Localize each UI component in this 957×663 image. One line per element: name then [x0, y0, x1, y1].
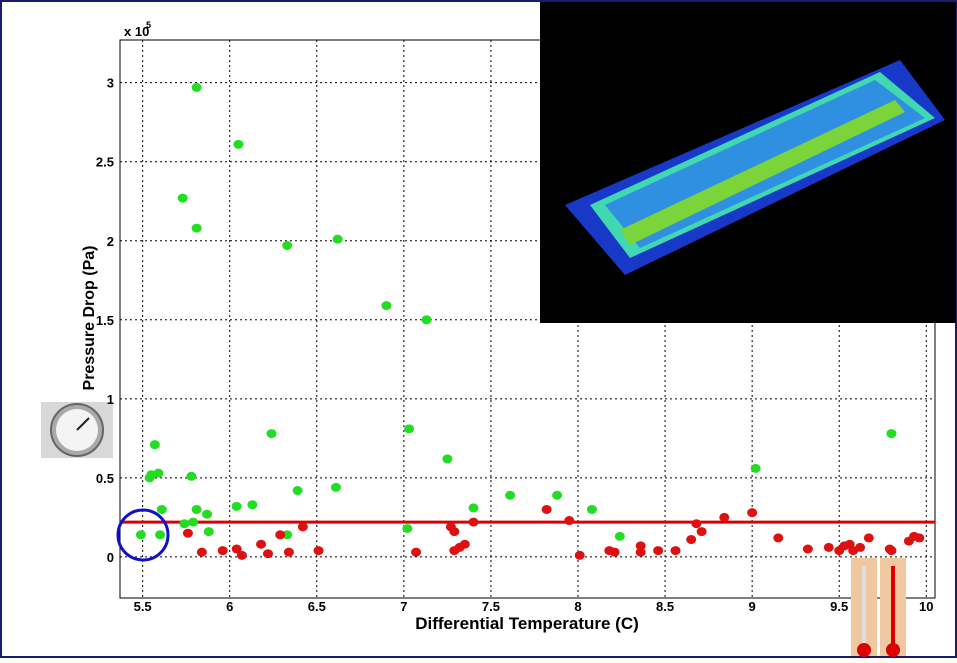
scatter-point	[691, 519, 702, 529]
scatter-point	[614, 531, 625, 541]
x-tick-label: 6.5	[308, 599, 326, 614]
scatter-point	[297, 522, 308, 532]
scatter-point	[586, 504, 597, 514]
scatter-point	[196, 547, 207, 557]
x-tick-label: 7	[400, 599, 407, 614]
scatter-point	[404, 424, 415, 434]
y-tick-label: 1.5	[96, 313, 114, 328]
scatter-point	[191, 82, 202, 92]
scatter-point	[442, 454, 453, 464]
x-tick-label: 8.5	[656, 599, 674, 614]
scatter-point	[156, 504, 167, 514]
scatter-point	[459, 539, 470, 549]
scatter-point	[823, 542, 834, 552]
scatter-point	[233, 139, 244, 149]
scatter-point	[231, 544, 242, 554]
y-tick-label: 2.5	[96, 155, 114, 170]
scatter-point	[468, 517, 479, 527]
scatter-point	[914, 533, 925, 543]
y-axis-label: Pressure Drop (Pa)	[81, 246, 98, 391]
scatter-point	[402, 523, 413, 533]
x-axis-label: Differential Temperature (C)	[415, 614, 639, 633]
scatter-point	[747, 508, 758, 518]
x-tick-label: 10	[919, 599, 933, 614]
scatter-point	[332, 234, 343, 244]
scatter-point	[449, 527, 460, 537]
scatter-point	[179, 519, 190, 529]
scatter-point	[773, 533, 784, 543]
scatter-point	[191, 223, 202, 233]
scatter-point	[609, 547, 620, 557]
scatter-point	[282, 530, 293, 540]
scatter-point	[282, 240, 293, 250]
scatter-point	[802, 544, 813, 554]
y-multiplier: x 10	[124, 24, 149, 39]
scatter-point	[541, 504, 552, 514]
thermometer-image	[851, 558, 906, 657]
scatter-point	[421, 315, 432, 325]
scatter-point	[552, 490, 563, 500]
y-multiplier-exponent: 5	[146, 20, 151, 30]
scatter-point	[182, 528, 193, 538]
y-tick-label: 0	[107, 550, 114, 565]
scatter-point	[177, 193, 188, 203]
y-tick-label: 0.5	[96, 471, 114, 486]
3d-model-image	[540, 2, 956, 323]
scatter-point	[330, 482, 341, 492]
scatter-point	[670, 546, 681, 556]
scatter-point	[505, 490, 516, 500]
scatter-point	[313, 546, 324, 556]
scatter-point	[144, 473, 155, 483]
scatter-point	[263, 549, 274, 559]
highlight-circle	[116, 508, 170, 562]
scatter-point	[886, 429, 897, 439]
x-tick-label: 7.5	[482, 599, 500, 614]
scatter-point	[202, 509, 213, 519]
scatter-point	[135, 530, 146, 540]
scatter-point	[696, 527, 707, 537]
scatter-point	[149, 440, 160, 450]
x-tick-label: 8	[574, 599, 581, 614]
scatter-point	[863, 533, 874, 543]
scatter-point	[292, 486, 303, 496]
scatter-point	[266, 429, 277, 439]
scatter-point	[653, 546, 664, 556]
scatter-point	[635, 547, 646, 557]
scatter-point	[574, 550, 585, 560]
x-tick-label: 6	[226, 599, 233, 614]
y-tick-label: 1	[107, 392, 114, 407]
scatter-point	[381, 301, 392, 311]
scatter-point	[564, 516, 575, 526]
scatter-point	[188, 517, 199, 527]
scatter-point	[217, 546, 228, 556]
scatter-point	[855, 542, 866, 552]
scatter-point	[191, 504, 202, 514]
x-tick-label: 9	[749, 599, 756, 614]
x-tick-label: 9.5	[830, 599, 848, 614]
scatter-point	[247, 500, 258, 510]
scatter-point	[719, 512, 730, 522]
scatter-point	[886, 546, 897, 556]
scatter-point	[635, 541, 646, 551]
scatter-point	[231, 501, 242, 511]
y-tick-label: 3	[107, 76, 114, 91]
scatter-point	[153, 468, 164, 478]
scatter-point	[203, 527, 214, 537]
scatter-point	[155, 530, 166, 540]
scatter-point	[686, 535, 697, 545]
scatter-point	[411, 547, 422, 557]
scatter-point	[275, 530, 286, 540]
pressure-gauge-image	[41, 402, 113, 458]
scatter-point	[236, 550, 247, 560]
scatter-point	[468, 503, 479, 513]
scatter-point	[750, 463, 761, 473]
scatter-point	[283, 547, 294, 557]
x-tick-label: 5.5	[134, 599, 152, 614]
scatter-point	[186, 471, 197, 481]
scatter-point	[256, 539, 267, 549]
y-tick-label: 2	[107, 234, 114, 249]
